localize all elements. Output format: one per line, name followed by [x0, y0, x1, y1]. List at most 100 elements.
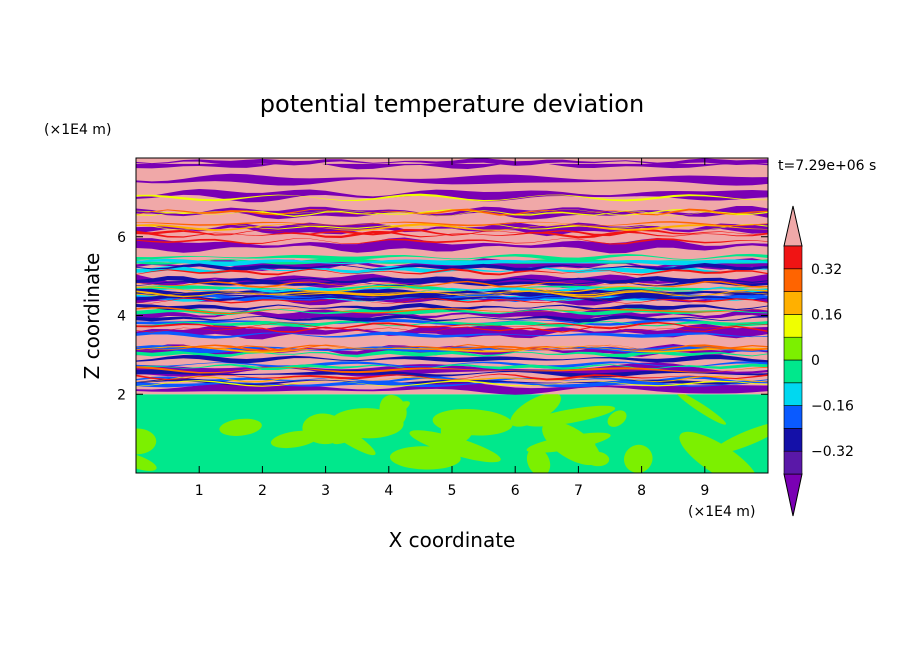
warm-streak	[136, 297, 768, 304]
warm-streak	[136, 223, 768, 232]
cool-streak	[136, 307, 768, 316]
x-tick-label: 8	[637, 483, 646, 499]
warm-streak	[136, 321, 768, 330]
warm-streak	[136, 268, 768, 276]
colorbar-segment	[783, 450, 803, 475]
y-axis-label: Z coordinate	[80, 253, 104, 380]
warm-streak	[136, 285, 768, 293]
colorbar-tick-label: 0.16	[811, 307, 842, 323]
cool-streak	[136, 279, 768, 287]
mixed-layer-blob	[526, 447, 551, 473]
x-tick-label: 3	[321, 483, 330, 499]
layered-bands	[136, 158, 768, 395]
mixed-layer-blob	[219, 418, 262, 436]
x-tick-label: 6	[511, 483, 520, 499]
warm-streak	[136, 344, 768, 351]
mixed-layer-blob	[679, 431, 758, 473]
y-unit-label: (×1E4 m)	[44, 122, 111, 138]
warm-streak	[136, 230, 768, 239]
colorbar-tick-label: 0.32	[811, 262, 842, 278]
cool-streak	[136, 263, 768, 271]
x-tick-label: 4	[384, 483, 393, 499]
warm-streak	[136, 289, 768, 296]
colorbar-min-arrow	[783, 473, 803, 517]
warm-streak	[136, 307, 768, 315]
mixed-layer-blob	[525, 405, 616, 427]
colorbar-segment	[783, 336, 803, 361]
cool-streak	[136, 253, 768, 262]
warm-streak	[136, 238, 768, 245]
cool-streak	[136, 354, 768, 364]
mixed-layer-blob	[584, 451, 610, 467]
colorbar: 0.32 0.16 0 −0.16 −0.32	[783, 205, 854, 517]
purple-layer	[136, 189, 768, 203]
y-tick-label: 6	[117, 230, 126, 246]
colorbar-segment	[783, 314, 803, 338]
mixed-layer-blob	[542, 421, 601, 466]
mixed-layer-blob	[676, 391, 727, 425]
cool-streak	[136, 258, 768, 267]
warm-streak	[136, 366, 768, 374]
colorbar-tick-label: 0	[811, 353, 820, 369]
warm-streak	[136, 373, 768, 381]
warm-streak	[136, 280, 768, 289]
colorbar-segment	[783, 291, 803, 315]
mixed-layer-blob	[136, 428, 157, 455]
purple-layer	[136, 323, 768, 340]
mixed-layer-blob	[316, 416, 376, 456]
cool-streak	[136, 349, 768, 358]
cool-streak	[136, 286, 768, 294]
mixed-layer-blob	[389, 446, 461, 470]
mixed-layer-blob	[270, 430, 319, 449]
cool-streak	[136, 293, 768, 302]
purple-layer	[136, 273, 768, 289]
colorbar-segment	[783, 268, 803, 292]
y-tick-label: 4	[117, 309, 126, 325]
time-label: t=7.29e+06 s	[778, 158, 876, 174]
y-tick-label: 2	[117, 387, 126, 403]
mixed-layer-blob	[607, 410, 627, 427]
cool-streak	[136, 363, 768, 371]
x-tick-label: 1	[195, 483, 204, 499]
x-unit-label: (×1E4 m)	[688, 504, 755, 520]
mixed-layer-blob	[713, 422, 768, 454]
warm-streak	[136, 290, 768, 298]
mixed-layer-blob	[409, 430, 501, 463]
warm-streak	[136, 209, 768, 216]
cool-streak	[136, 315, 768, 323]
cool-streak	[136, 318, 768, 326]
x-tick-label: 9	[700, 483, 709, 499]
mixed-layer-blob	[624, 444, 653, 473]
purple-layer	[136, 237, 768, 254]
x-axis: 1 2 3 4 5 6 7 8 9	[195, 158, 709, 499]
cool-streak	[136, 331, 768, 339]
purple-layer	[136, 173, 768, 186]
cool-streak	[136, 257, 768, 265]
warm-streak	[136, 344, 768, 352]
x-tick-label: 7	[574, 483, 583, 499]
warm-streak	[136, 208, 768, 216]
chart-title: potential temperature deviation	[260, 90, 644, 118]
cool-streak	[136, 320, 768, 328]
x-tick-label: 2	[258, 483, 267, 499]
colorbar-tick-label: −0.16	[811, 399, 854, 415]
colorbar-segment	[783, 245, 803, 270]
mixed-layer-blob	[379, 394, 407, 427]
warm-streak	[136, 221, 768, 227]
colorbar-segment	[783, 405, 803, 429]
mixed-layer-blob	[510, 393, 561, 427]
warm-streak	[136, 380, 768, 387]
colorbar-max-arrow	[783, 205, 803, 247]
cool-streak	[136, 375, 768, 383]
x-axis-label: X coordinate	[389, 528, 516, 552]
cool-streak	[136, 275, 768, 285]
cool-streak	[136, 378, 768, 386]
colorbar-tick-label: −0.32	[811, 444, 854, 460]
colorbar-segment	[783, 382, 803, 406]
colorbar-segment	[783, 428, 803, 452]
colorbar-segment	[783, 359, 803, 384]
warm-streak	[136, 193, 768, 202]
y-axis: 2 4 6	[117, 230, 768, 403]
lower-layer	[136, 391, 768, 473]
